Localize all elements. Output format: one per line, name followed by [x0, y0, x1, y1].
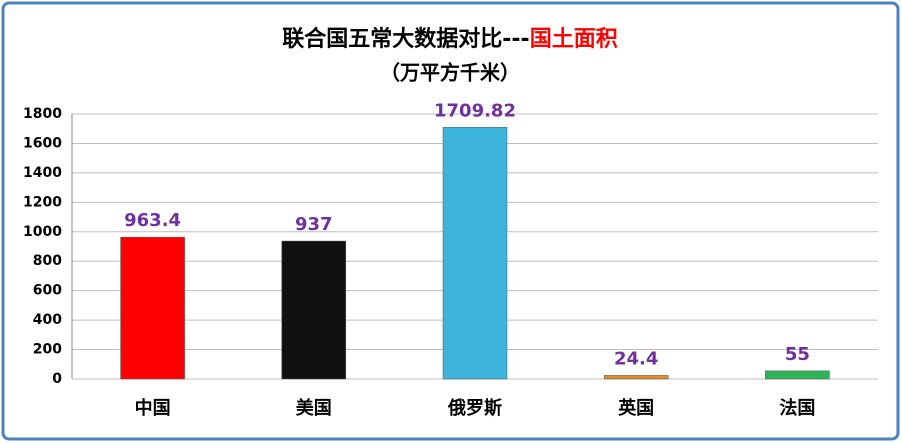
bar — [120, 236, 185, 380]
y-tick-label: 1000 — [23, 224, 62, 240]
y-tick-label: 200 — [33, 342, 62, 358]
y-tick-label: 800 — [33, 253, 62, 269]
chart-title: 联合国五常大数据对比---国土面积 — [282, 26, 617, 52]
y-tick-label: 1400 — [23, 165, 62, 181]
title-main: 联合国五常大数据对比--- — [282, 26, 529, 52]
y-tick-label: 1800 — [23, 106, 62, 122]
bar — [765, 370, 830, 380]
value-label: 1709.82 — [434, 100, 516, 121]
x-tick-label: 俄罗斯 — [447, 397, 502, 419]
y-tick-label: 1600 — [23, 135, 62, 151]
y-tick-label: 1200 — [23, 194, 62, 210]
chart-subtitle: （万平方千米） — [380, 61, 520, 85]
y-tick-label: 600 — [33, 283, 62, 299]
value-label: 24.4 — [614, 348, 658, 369]
value-label: 55 — [785, 344, 810, 365]
y-tick-label: 400 — [33, 312, 62, 328]
title-highlight: 国土面积 — [530, 27, 618, 52]
x-tick-label: 美国 — [296, 397, 332, 419]
x-tick-label: 中国 — [135, 397, 171, 419]
bar — [603, 375, 669, 380]
x-tick-label: 法国 — [779, 397, 815, 419]
x-tick-label: 英国 — [617, 397, 654, 419]
bar — [442, 127, 508, 380]
y-tick-label: 0 — [52, 371, 62, 387]
value-label: 937 — [295, 214, 333, 235]
value-label: 963.4 — [124, 210, 181, 231]
bar — [281, 240, 347, 380]
